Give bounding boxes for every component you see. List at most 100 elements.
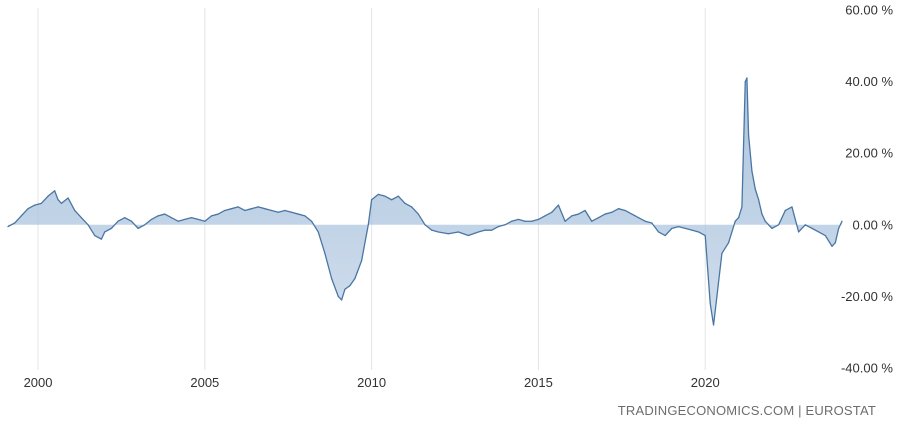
data-point <box>737 217 740 219</box>
data-point <box>671 227 673 229</box>
data-point <box>384 195 386 197</box>
data-point <box>20 215 22 217</box>
data-point <box>164 213 166 215</box>
data-point <box>761 213 763 215</box>
data-point <box>517 218 520 221</box>
data-point <box>677 225 680 228</box>
data-point <box>437 231 439 233</box>
area-fill <box>8 78 842 326</box>
data-point <box>537 218 540 221</box>
data-point <box>564 220 566 222</box>
data-point <box>744 81 746 83</box>
data-point <box>80 217 82 219</box>
data-point <box>531 220 533 222</box>
data-point <box>712 324 715 326</box>
data-point <box>137 227 139 229</box>
data-point <box>831 245 833 247</box>
data-point <box>354 277 356 280</box>
data-point <box>604 213 606 215</box>
data-point <box>651 222 653 224</box>
data-point <box>644 220 646 222</box>
data-point <box>841 220 843 222</box>
data-point <box>204 220 206 222</box>
y-tick-label: 40.00 % <box>845 74 893 89</box>
data-point <box>741 206 743 208</box>
data-point <box>467 234 469 237</box>
data-point <box>746 77 748 79</box>
data-point <box>224 209 226 212</box>
data-point <box>404 202 406 204</box>
data-point <box>838 227 840 229</box>
data-point <box>834 242 836 244</box>
x-axis-ticks: 2000 2005 2010 2015 2020 <box>24 375 720 390</box>
data-point <box>771 227 773 229</box>
data-point <box>250 208 253 210</box>
data-point <box>716 295 718 297</box>
data-point <box>754 188 756 190</box>
data-point <box>664 234 666 237</box>
data-point <box>54 190 56 192</box>
data-point <box>477 231 479 233</box>
data-point <box>57 199 59 201</box>
data-point <box>424 224 426 226</box>
data-point <box>150 218 153 221</box>
data-point <box>484 229 486 231</box>
data-point <box>611 211 613 213</box>
data-point <box>277 211 279 213</box>
data-point <box>237 206 239 208</box>
data-point <box>104 231 106 233</box>
area-series <box>7 77 843 326</box>
data-point <box>371 199 373 201</box>
data-point <box>157 215 159 217</box>
data-point <box>170 217 173 219</box>
data-point <box>584 209 586 212</box>
data-point <box>94 234 96 237</box>
data-point <box>244 209 246 212</box>
data-point <box>60 202 62 204</box>
data-point <box>778 224 780 226</box>
data-point <box>631 213 633 215</box>
data-point <box>617 208 620 210</box>
data-point <box>751 170 753 172</box>
data-point <box>504 224 506 226</box>
data-point <box>210 215 213 217</box>
data-point <box>784 209 786 212</box>
data-point <box>177 220 179 222</box>
x-tick-label: 2020 <box>691 375 720 390</box>
data-point <box>511 220 513 222</box>
data-point <box>544 215 546 217</box>
data-point <box>344 288 346 290</box>
data-point <box>317 231 319 233</box>
data-point <box>124 217 126 219</box>
data-point <box>597 217 600 219</box>
data-point <box>709 302 711 305</box>
data-point <box>758 199 760 201</box>
data-point <box>230 208 233 210</box>
data-point <box>100 238 103 240</box>
data-point <box>747 134 750 136</box>
data-point <box>184 218 186 221</box>
data-point <box>117 220 119 222</box>
y-tick-label: 60.00 % <box>845 3 893 18</box>
data-point <box>330 277 333 280</box>
data-point <box>624 209 626 212</box>
x-tick-label: 2005 <box>190 375 219 390</box>
data-point <box>27 208 29 210</box>
data-point <box>824 234 826 237</box>
data-point <box>734 220 736 222</box>
y-tick-label: -40.00 % <box>841 361 893 376</box>
source-label: TRADINGECONOMICS.COM | EUROSTAT <box>617 403 876 418</box>
data-point <box>684 227 686 229</box>
data-point <box>304 215 306 217</box>
data-point <box>391 199 393 201</box>
data-point <box>217 213 219 215</box>
data-point <box>40 202 42 204</box>
data-point <box>7 225 9 228</box>
data-point <box>764 220 766 222</box>
data-point <box>591 220 593 222</box>
data-point <box>337 295 339 297</box>
data-point <box>497 225 499 228</box>
data-point <box>491 229 493 231</box>
data-point <box>524 220 526 222</box>
y-tick-label: 20.00 % <box>845 146 893 161</box>
